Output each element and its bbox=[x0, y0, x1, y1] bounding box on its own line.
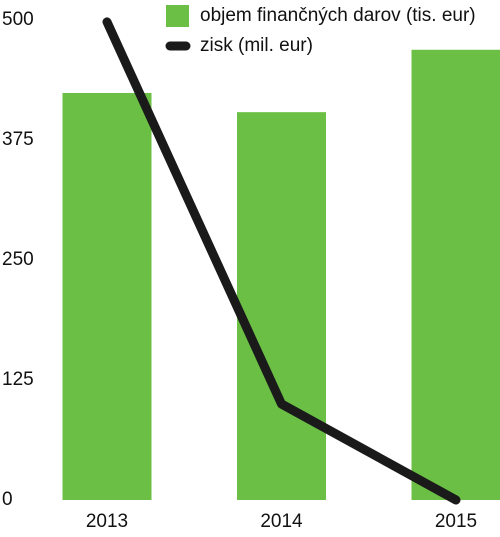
bar bbox=[62, 92, 152, 501]
legend-swatch bbox=[166, 5, 189, 27]
y-tick-label: 375 bbox=[2, 129, 34, 150]
y-tick-label: 0 bbox=[2, 489, 13, 510]
x-tick-label: 2013 bbox=[86, 511, 128, 532]
y-tick-label: 500 bbox=[2, 9, 34, 30]
bar bbox=[237, 112, 326, 500]
y-tick-label: 125 bbox=[2, 369, 34, 390]
x-tick-label: 2015 bbox=[435, 511, 477, 532]
x-tick-label: 2014 bbox=[260, 511, 303, 532]
bar bbox=[411, 49, 500, 500]
legend-label: objem finančných darov (tis. eur) bbox=[200, 5, 476, 26]
legend-label: zisk (mil. eur) bbox=[200, 35, 313, 56]
line bbox=[102, 17, 461, 505]
y-tick-label: 250 bbox=[2, 249, 34, 270]
